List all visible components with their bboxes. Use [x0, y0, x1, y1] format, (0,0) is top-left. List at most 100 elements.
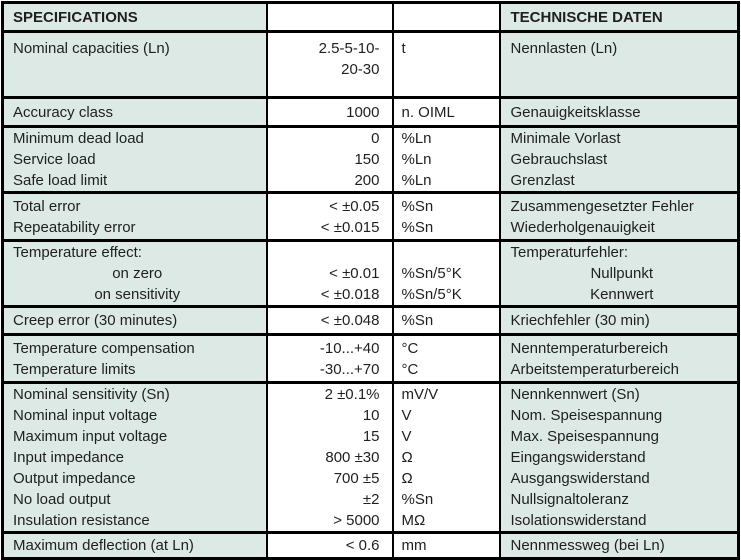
unit-cell-line: %Sn: [401, 218, 434, 236]
unit-cell-line: %Sn/5°K: [401, 265, 462, 282]
unit-cell-line: t: [401, 40, 406, 57]
unit-cell-line: %Sn/5°K: [401, 286, 462, 303]
german-label: Zusammengesetzter Fehler Wiederholgenauig…: [498, 191, 740, 242]
unit-cell: t: [391, 30, 501, 99]
german-label: Nennmessweg (bei Ln): [498, 531, 740, 560]
value-cell: < ±0.05 < ±0.015: [265, 191, 394, 242]
german-label-line: Minimale Vorlast: [510, 130, 621, 147]
value-cell-line: 200: [354, 172, 380, 189]
spec-label-line: Temperature effect:: [13, 244, 142, 261]
spec-label-line: Nominal sensitivity (Sn): [13, 386, 170, 403]
unit-cell-line: n. OIML: [401, 103, 455, 121]
value-cell: 2 ±0.1% 10 15 800 ±30 700 ±5 ±2 > 5000: [265, 381, 394, 534]
german-label: Nennlasten (Ln): [498, 30, 740, 99]
unit-cell: °C °C: [391, 333, 501, 384]
header-value-column: [265, 1, 394, 33]
unit-cell-line: %Ln: [401, 130, 432, 147]
spec-label: Nominal sensitivity (Sn) Nominal input vo…: [1, 381, 268, 534]
spec-label-line: Minimum dead load: [13, 130, 144, 147]
german-label-line: Temperaturfehler:: [510, 244, 629, 261]
unit-cell: %Ln %Ln %Ln: [391, 125, 501, 194]
value-cell-line: ±2: [362, 491, 380, 508]
value-cell-line: < ±0.048: [320, 312, 380, 329]
german-label: Minimale Vorlast Gebrauchslast Grenzlast: [498, 125, 740, 194]
value-cell-line: < ±0.018: [320, 286, 380, 303]
table-row: Total error Repeatability error < ±0.05 < ±…: [1, 191, 740, 242]
unit-cell: %Sn %Sn: [391, 191, 501, 242]
spec-label-line: Temperature compensation: [13, 339, 195, 357]
value-cell-line: 150: [354, 151, 380, 168]
unit-cell-line: Ω: [401, 449, 413, 466]
value-cell: 0 150 200: [265, 125, 394, 194]
value-cell-line: > 5000: [333, 512, 380, 529]
value-cell: < ±0.01 < ±0.018: [265, 239, 394, 308]
spec-label: Accuracy class: [1, 96, 268, 128]
german-label-line: Nenntemperaturbereich: [510, 339, 669, 357]
german-label-line: Kriechfehler (30 min): [510, 312, 650, 329]
german-label-line: Ausgangswiderstand: [510, 470, 650, 487]
value-cell-line: < ±0.05: [329, 197, 380, 215]
spec-label: Total error Repeatability error: [1, 191, 268, 242]
spec-label-line: Output impedance: [13, 470, 136, 487]
spec-label-line: Insulation resistance: [13, 512, 150, 529]
value-cell-line: 2.5-5-10-: [318, 40, 380, 57]
spec-label-line: Service load: [13, 151, 96, 168]
spec-label-line: Nominal input voltage: [13, 407, 158, 424]
spec-label-line: Maximum input voltage: [13, 428, 168, 445]
german-label-line: Eingangswiderstand: [510, 449, 646, 466]
german-label-line: Nennkennwert (Sn): [510, 386, 640, 403]
unit-cell-line: [402, 244, 497, 264]
value-cell-line: < ±0.015: [320, 218, 380, 236]
german-label-line: Kennwert: [590, 286, 654, 303]
value-cell: 1000: [265, 96, 394, 128]
value-cell-line: 0: [371, 130, 380, 147]
value-cell: -10...+40 -30...+70: [265, 333, 394, 384]
spec-label-line: No load output: [13, 491, 111, 508]
spec-label-line: Nominal capacities (Ln): [13, 40, 170, 57]
spec-label: Maximum deflection (at Ln): [1, 531, 268, 560]
value-cell-line: 700 ±5: [333, 470, 380, 487]
unit-cell-line: °C: [401, 339, 419, 357]
german-label-line: Genauigkeitsklasse: [510, 103, 641, 121]
german-label-line: Nullsignaltoleranz: [510, 491, 629, 508]
spec-label-line: Repeatability error: [13, 218, 136, 236]
german-label-line: Wiederholgenauigkeit: [510, 218, 655, 236]
unit-cell: %Sn/5°K %Sn/5°K: [391, 239, 501, 308]
value-cell: 2.5-5-10- 20-30: [265, 30, 394, 99]
unit-cell-line: %Sn: [401, 197, 434, 215]
value-cell: < ±0.048: [265, 305, 394, 336]
header-specifications: SPECIFICATIONS: [1, 1, 268, 33]
german-label-line: Nullpunkt: [590, 265, 654, 282]
unit-cell-line: MΩ: [401, 512, 426, 529]
value-cell-line: 20-30: [341, 61, 380, 78]
value-cell-line: 1000: [346, 103, 380, 121]
unit-cell-line: V: [401, 407, 412, 424]
unit-cell-line: Ω: [401, 470, 413, 487]
spec-label-line: Maximum deflection (at Ln): [13, 537, 194, 554]
spec-label: Creep error (30 minutes): [1, 305, 268, 336]
german-label-line: Gebrauchslast: [510, 151, 608, 168]
unit-cell: %Sn: [391, 305, 501, 336]
table-row: Nominal capacities (Ln) 2.5-5-10- 20-30 t Ne…: [1, 30, 740, 99]
spec-label: Temperature effect: on zero on sensitivity: [1, 239, 268, 308]
header-row: SPECIFICATIONS TECHNISCHE DATEN: [1, 1, 740, 33]
value-cell-line: < 0.6: [345, 537, 380, 554]
german-label: Kriechfehler (30 min): [498, 305, 740, 336]
german-label: Nennkennwert (Sn) Nom. Speisespannung Max.…: [498, 381, 740, 534]
table-row: Accuracy class 1000 n. OIML Genauigkeitskla…: [1, 96, 740, 128]
spec-label-line: Creep error (30 minutes): [13, 312, 178, 329]
spec-label-line: Total error: [13, 197, 81, 215]
german-label-line: Zusammengesetzter Fehler: [510, 197, 694, 215]
value-cell-line: 15: [362, 428, 380, 445]
german-label-line: Nom. Speisespannung: [510, 407, 663, 424]
value-cell-line: 10: [362, 407, 380, 424]
spec-label-line: Safe load limit: [13, 172, 108, 189]
value-cell-line: -10...+40: [319, 339, 380, 357]
value-cell-line: [272, 244, 380, 264]
german-label: Genauigkeitsklasse: [498, 96, 740, 128]
value-cell: < 0.6: [265, 531, 394, 560]
header-unit-column: [391, 1, 501, 33]
german-label-line: Isolationswiderstand: [510, 512, 647, 529]
